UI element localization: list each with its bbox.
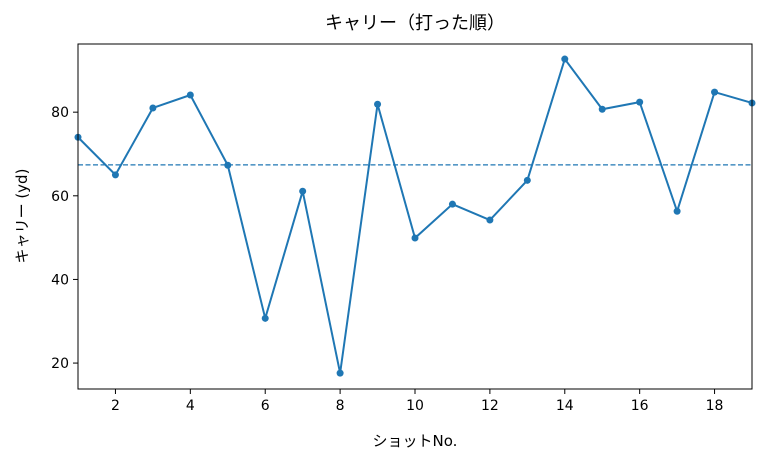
- data-point: [486, 216, 494, 224]
- data-point: [411, 234, 419, 242]
- x-tick-label: 2: [111, 398, 120, 414]
- y-tick-label: 80: [51, 105, 69, 121]
- data-point: [299, 187, 307, 195]
- chart-title: キャリー（打った順）: [325, 13, 505, 34]
- data-point: [149, 104, 157, 112]
- data-point: [186, 91, 194, 99]
- data-point: [636, 98, 644, 106]
- x-tick-label: 10: [406, 398, 424, 414]
- x-tick-label: 14: [556, 398, 574, 414]
- x-axis-label: ショットNo.: [373, 432, 458, 450]
- data-point: [261, 314, 269, 322]
- data-point: [336, 369, 344, 377]
- x-tick-label: 12: [481, 398, 499, 414]
- data-point: [224, 161, 232, 169]
- data-point: [598, 105, 606, 113]
- x-tick-label: 16: [631, 398, 649, 414]
- series-line: [77, 56, 753, 374]
- y-tick-label: 60: [51, 189, 69, 205]
- data-point: [561, 55, 569, 63]
- data-point: [448, 200, 456, 208]
- data-point: [711, 88, 719, 96]
- y-tick-label: 40: [51, 272, 69, 288]
- data-point: [673, 207, 681, 215]
- x-tick-label: 8: [336, 398, 345, 414]
- y-axis-label: キャリー (yd): [13, 169, 31, 264]
- y-tick-label: 20: [51, 356, 69, 372]
- data-point: [111, 171, 119, 179]
- x-tick-label: 18: [706, 398, 724, 414]
- x-tick-label: 6: [261, 398, 270, 414]
- data-point: [374, 100, 382, 108]
- plot-frame: [77, 43, 753, 390]
- x-tick-label: 4: [186, 398, 195, 414]
- data-point: [523, 176, 531, 184]
